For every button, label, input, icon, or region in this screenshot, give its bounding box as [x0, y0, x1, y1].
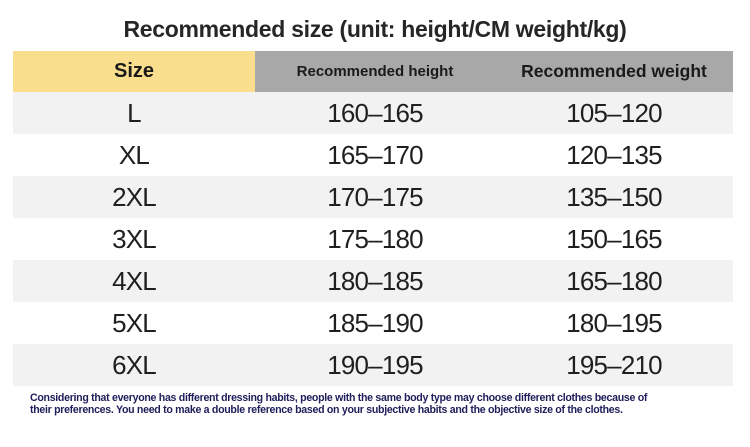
size-cell: 5XL	[112, 307, 157, 338]
weight-cell: 120–135	[566, 139, 662, 170]
size-cell: 4XL	[112, 265, 157, 296]
table-header-row: Size Recommended height Recommended weig…	[13, 51, 733, 92]
weight-cell: 195–210	[566, 349, 662, 380]
size-chart-table: Size Recommended height Recommended weig…	[13, 51, 733, 386]
weight-cell: 105–120	[566, 97, 662, 128]
height-cell: 165–170	[327, 139, 423, 170]
page-title: Recommended size (unit: height/CM weight…	[123, 16, 627, 42]
table-row: 4XL 180–185 165–180	[13, 260, 733, 302]
weight-cell: 165–180	[566, 265, 662, 296]
weight-cell: 180–195	[566, 307, 662, 338]
size-cell: 6XL	[112, 349, 157, 380]
weight-cell: 150–165	[566, 223, 662, 254]
header-size: Size	[13, 51, 255, 92]
size-advice-line-2: their preferences. You need to make a do…	[30, 404, 623, 416]
header-recommended-weight: Recommended weight	[495, 51, 733, 92]
size-advice-line-1: Considering that everyone has different …	[30, 392, 648, 404]
size-cell: XL	[118, 139, 150, 170]
table-row: XL 165–170 120–135	[13, 134, 733, 176]
height-cell: 190–195	[327, 349, 423, 380]
height-cell: 160–165	[327, 97, 423, 128]
height-cell: 185–190	[327, 307, 423, 338]
size-cell: 3XL	[112, 223, 157, 254]
height-cell: 170–175	[327, 181, 423, 212]
size-cell: 2XL	[112, 181, 157, 212]
size-cell: L	[127, 97, 141, 128]
table-row: 6XL 190–195 195–210	[13, 344, 733, 386]
table-row: 5XL 185–190 180–195	[13, 302, 733, 344]
height-cell: 175–180	[327, 223, 423, 254]
table-row: L 160–165 105–120	[13, 92, 733, 134]
table-row: 3XL 175–180 150–165	[13, 218, 733, 260]
weight-cell: 135–150	[566, 181, 662, 212]
header-recommended-height: Recommended height	[255, 51, 495, 92]
height-cell: 180–185	[327, 265, 423, 296]
table-row: 2XL 170–175 135–150	[13, 176, 733, 218]
size-advice-note: Considering that everyone has different …	[30, 392, 742, 416]
